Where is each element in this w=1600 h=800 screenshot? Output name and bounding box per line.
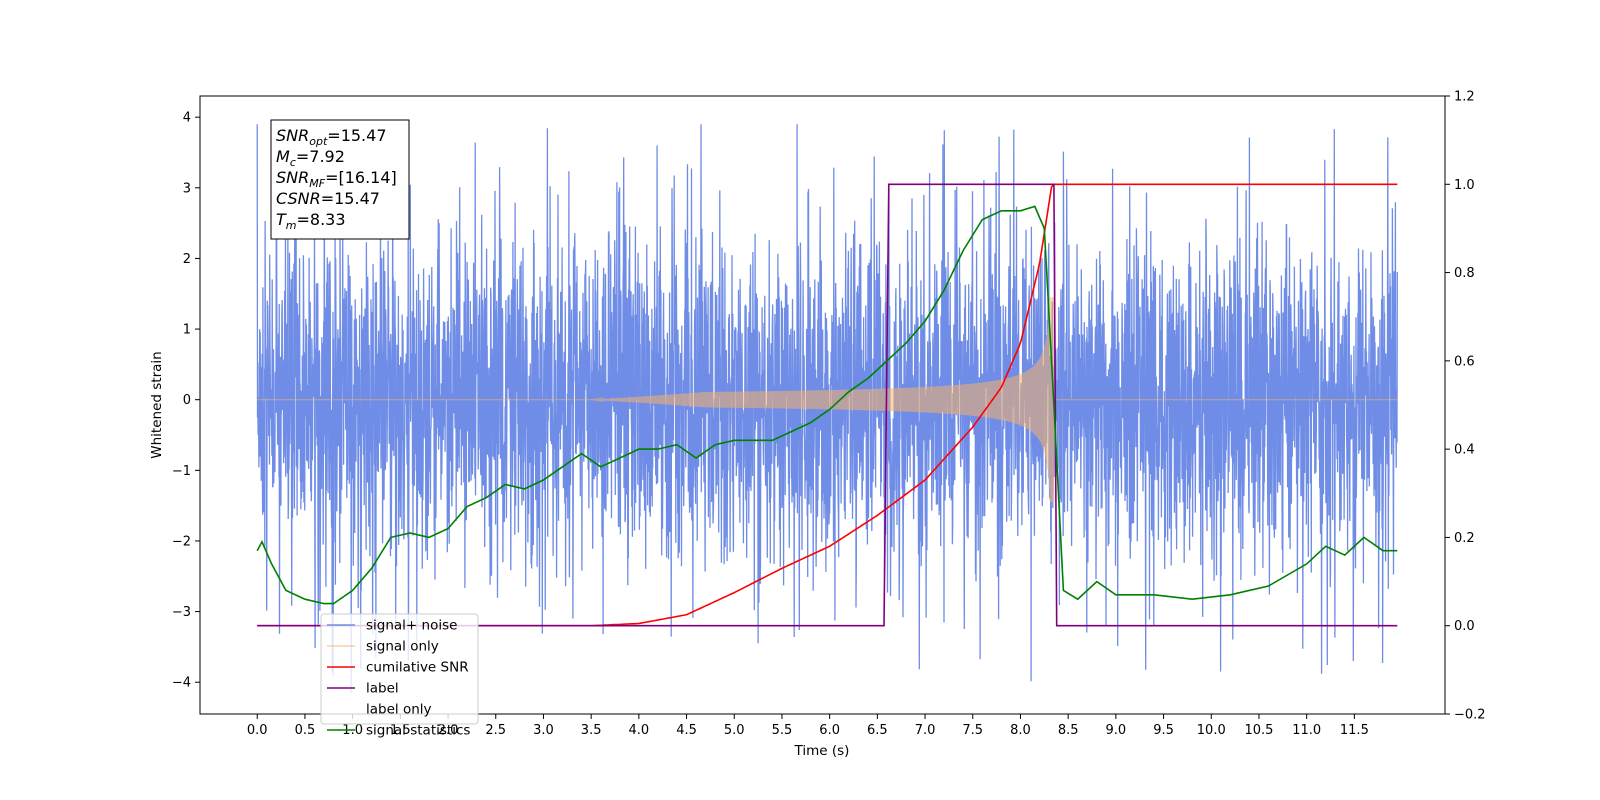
plot-area <box>256 124 1398 693</box>
x-tick-label: 9.0 <box>1106 723 1127 738</box>
annotation-line: SNRopt=15.47 <box>276 126 387 148</box>
legend-label: signal+ noise <box>366 618 457 634</box>
x-tick-label: 4.5 <box>676 723 697 738</box>
x-tick-label: 2.0 <box>438 723 459 738</box>
legend-item: label <box>327 681 399 697</box>
legend-label: signal statistics <box>366 723 470 739</box>
x-tick-label: 6.5 <box>867 723 888 738</box>
x-tick-label: 3.5 <box>581 723 602 738</box>
legend-item: cumilative SNR <box>327 660 469 676</box>
x-tick-label: 1.5 <box>390 723 411 738</box>
y2-tick-label: 0.0 <box>1454 619 1475 634</box>
legend-item: signal only <box>327 639 439 655</box>
x-tick-label: 7.0 <box>915 723 936 738</box>
x-tick-label: 5.5 <box>772 723 793 738</box>
y2-tick-label: 0.6 <box>1454 354 1475 369</box>
series-signal-noise <box>256 124 1398 693</box>
series-signal-only <box>257 297 1398 503</box>
x-tick-label: 0.0 <box>247 723 268 738</box>
legend-item: signal+ noise <box>327 618 457 634</box>
y-axis-label: Whitened strain <box>149 351 165 458</box>
y-tick-label: −4 <box>172 676 191 691</box>
y-tick-label: 2 <box>183 252 191 267</box>
y2-tick-label: 0.2 <box>1454 531 1475 546</box>
series-signal-statistics <box>256 205 1398 605</box>
annotation-line: CSNR=15.47 <box>276 189 380 208</box>
x-tick-label: 4.0 <box>629 723 650 738</box>
x-tick-label: 5.0 <box>724 723 745 738</box>
annotation-line: Mc=7.92 <box>276 147 345 169</box>
y2-tick-label: 0.8 <box>1454 266 1475 281</box>
x-tick-label: 0.5 <box>295 723 316 738</box>
legend-label: cumilative SNR <box>366 660 469 676</box>
y-tick-label: −2 <box>172 534 191 549</box>
legend-item: label only <box>327 702 432 718</box>
x-tick-label: 11.0 <box>1292 723 1321 738</box>
x-tick-label: 10.0 <box>1197 723 1226 738</box>
y2-tick-label: 1.0 <box>1454 178 1475 193</box>
x-tick-label: 8.5 <box>1058 723 1079 738</box>
annotation-line: SNRMF=[16.14] <box>276 168 397 190</box>
x-tick-label: 8.0 <box>1010 723 1031 738</box>
annotation-box: SNRopt=15.47Mc=7.92SNRMF=[16.14]CSNR=15.… <box>270 119 410 240</box>
y-tick-label: 3 <box>183 181 191 196</box>
x-tick-label: 11.5 <box>1340 723 1369 738</box>
y2-tick-label: 1.2 <box>1454 90 1475 105</box>
legend-label: signal only <box>366 639 439 655</box>
x-tick-label: 9.5 <box>1153 723 1174 738</box>
y-tick-label: −3 <box>172 605 191 620</box>
annotation-line: Tm=8.33 <box>276 210 346 232</box>
legend-label: label <box>366 681 399 697</box>
y-tick-label: −1 <box>172 464 191 479</box>
y-tick-label: 0 <box>183 393 191 408</box>
axes-frame <box>199 95 1446 715</box>
x-tick-label: 2.5 <box>485 723 506 738</box>
legend-label: label only <box>366 702 432 718</box>
x-tick-label: 3.0 <box>533 723 554 738</box>
legend-item: signal statistics <box>327 723 470 739</box>
y-tick-label: 4 <box>183 111 191 126</box>
x-axis-label: Time (s) <box>794 743 850 759</box>
x-tick-label: 10.5 <box>1244 723 1273 738</box>
y2-tick-label: −0.2 <box>1454 708 1486 723</box>
x-tick-label: 7.5 <box>962 723 983 738</box>
axes: 0.0 0.5 1.0 1.5 2.0 2.5 3.0 3.5 4.0 4.5 5.0 5.5 6.0 6… <box>172 90 1486 739</box>
legend: signal+ noise signal only cumilative SNR la… <box>320 613 479 739</box>
y-tick-label: 1 <box>183 323 191 338</box>
series-label <box>257 183 1398 627</box>
y2-tick-label: 0.4 <box>1454 443 1475 458</box>
x-tick-label: 6.0 <box>819 723 840 738</box>
